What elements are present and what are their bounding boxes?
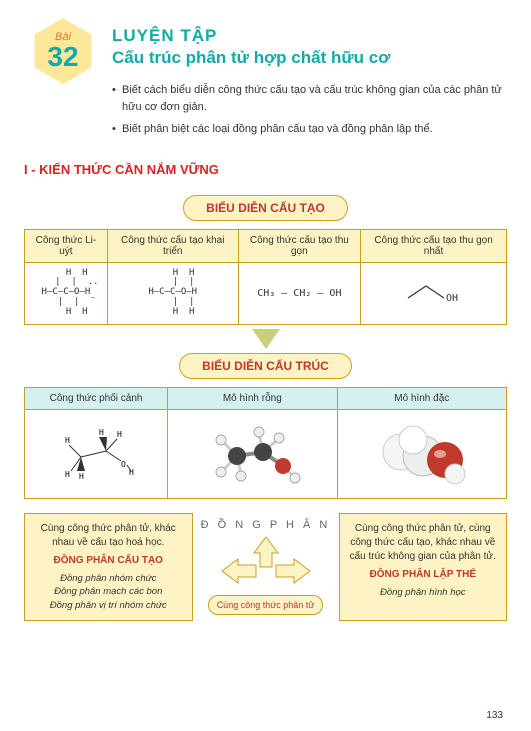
objective-item: Biết cách biểu diễn công thức cấu tạo và…: [112, 82, 507, 115]
isomer-row: Cùng công thức phân tử, khác nhau về cấu…: [24, 513, 507, 621]
ball-stick-model: [168, 409, 337, 498]
box-intro: Cùng công thức phân tử, khác nhau về cấu…: [33, 522, 184, 550]
objective-item: Biết phân biệt các loại đồng phân cấu tạ…: [112, 121, 507, 138]
badge-number: 32: [47, 43, 78, 71]
box-cautao: Cùng công thức phân tử, khác nhau về cấu…: [24, 513, 193, 621]
lewis-formula: H H | | ..H–C–C–O–H | | ¨ H H: [25, 262, 108, 324]
box-sub: Đồng phân mạch các bon: [33, 585, 184, 598]
title-line1: LUYỆN TẬP: [112, 26, 507, 46]
th: Mô hình đặc: [337, 387, 506, 409]
condensed-formula: CH₃ – CH₂ – OH: [238, 262, 360, 324]
center-pill: Cùng công thức phân tử: [208, 595, 324, 615]
title-line2: Cấu trúc phân tử hợp chất hữu cơ: [112, 48, 507, 68]
pill-cautruc: BIỂU DIỄN CẤU TRÚC: [179, 353, 352, 379]
svg-text:H: H: [79, 472, 84, 481]
box-title: ĐỒNG PHÂN CẤU TẠO: [33, 554, 184, 568]
svg-text:H: H: [65, 436, 70, 445]
th: Công thức phối cảnh: [25, 387, 168, 409]
section-heading: I - KIẾN THỨC CẦN NẮM VỮNG: [24, 162, 507, 177]
page-number: 133: [486, 710, 503, 721]
title-block: LUYỆN TẬP Cấu trúc phân tử hợp chất hữu …: [112, 26, 507, 68]
table-cautruc: Công thức phối cảnh Mô hình rỗng Mô hình…: [24, 387, 507, 499]
svg-text:OH: OH: [446, 293, 458, 304]
box-lapthe: Cùng công thức phân tử, cùng công thức c…: [339, 513, 508, 621]
expanded-formula: H H | |H–C–C–O–H | | H H: [107, 262, 238, 324]
box-sub: Đồng phân nhóm chức: [33, 572, 184, 585]
th: Công thức cấu tạo thu gọn: [238, 229, 360, 262]
table-cautao: Công thức Li-uýt Công thức cấu tạo khai …: [24, 229, 507, 325]
box-sub: Đồng phân vị trí nhóm chức: [33, 599, 184, 612]
objectives-list: Biết cách biểu diễn công thức cấu tạo và…: [112, 82, 507, 138]
pill-cautao: BIỂU DIỄN CẤU TẠO: [183, 195, 348, 221]
svg-text:H: H: [99, 428, 104, 437]
arrow-down-icon: [252, 329, 280, 349]
svg-text:H: H: [117, 430, 122, 439]
th: Công thức cấu tạo khai triển: [107, 229, 238, 262]
svg-text:H: H: [65, 470, 70, 479]
perspective-formula: HH HH H OH: [25, 409, 168, 498]
skeletal-formula: OH: [361, 262, 507, 324]
box-title: ĐỒNG PHÂN LẬP THỂ: [348, 568, 499, 582]
arrows-icon: [216, 531, 316, 591]
th: Mô hình rỗng: [168, 387, 337, 409]
box-intro: Cùng công thức phân tử, cùng công thức c…: [348, 522, 499, 564]
arc-text: Đ Ồ N G P H Â N: [201, 519, 331, 531]
space-filling-model: [337, 409, 506, 498]
th: Công thức Li-uýt: [25, 229, 108, 262]
th: Công thức cấu tạo thu gọn nhất: [361, 229, 507, 262]
lesson-badge: Bài 32: [30, 18, 96, 84]
center-diagram: Đ Ồ N G P H Â N Cùng công thức phân tử: [201, 513, 331, 621]
box-sub: Đồng phân hình học: [348, 586, 499, 599]
svg-text:O: O: [121, 460, 126, 469]
